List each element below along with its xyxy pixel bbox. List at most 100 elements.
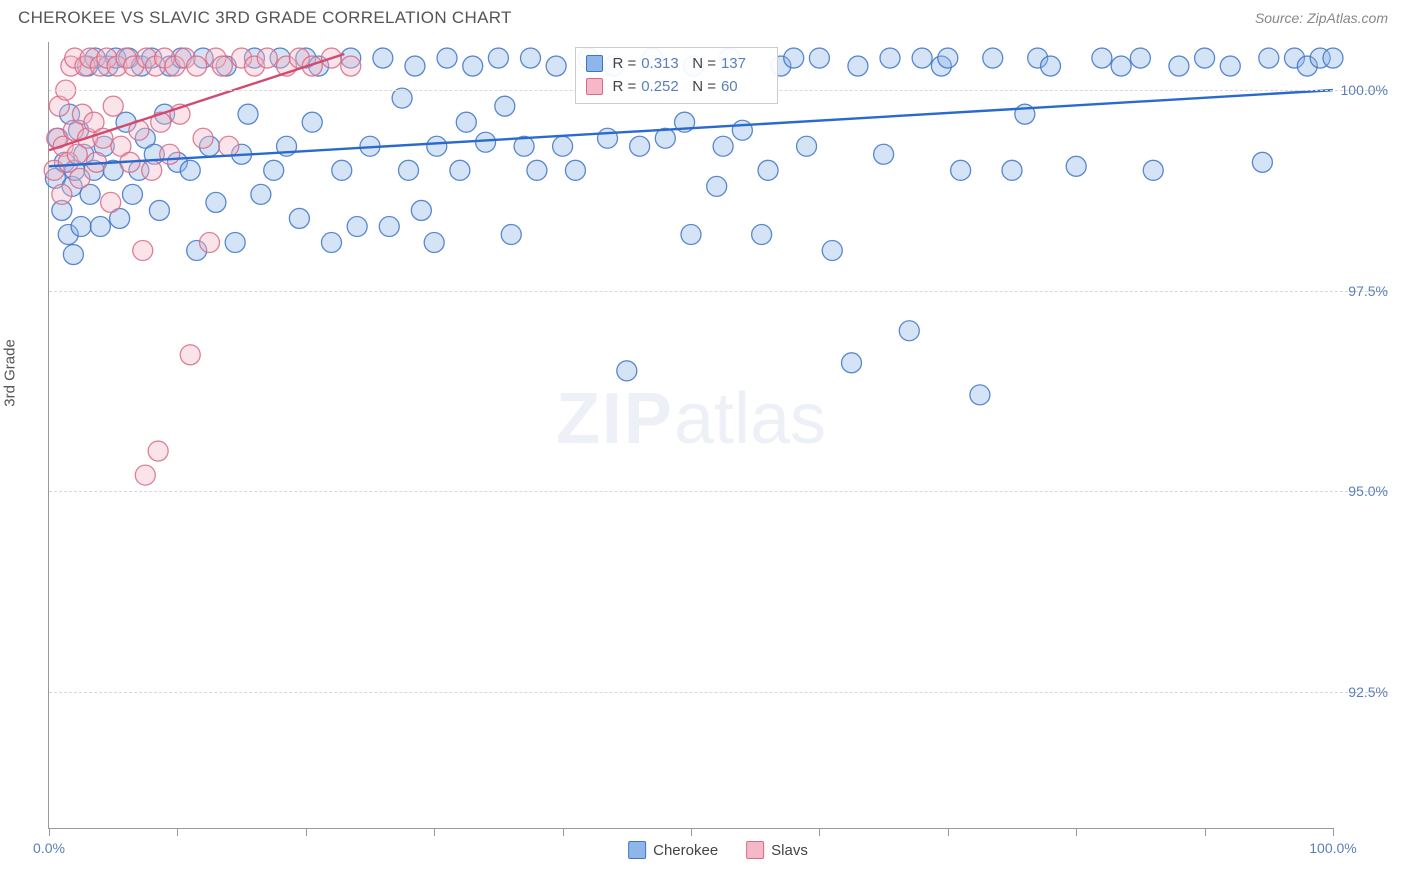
x-tick-label: 100.0% [1309,840,1356,856]
data-point [501,224,521,244]
data-point [225,233,245,253]
x-tick [1333,828,1334,836]
data-point [193,128,213,148]
data-point [951,160,971,180]
data-point [341,56,361,76]
data-point [476,132,496,152]
x-tick [434,828,435,836]
data-point [160,144,180,164]
data-point [553,136,573,156]
stats-row: R =0.252N = 60 [586,75,767,98]
data-point [617,361,637,381]
data-point [1169,56,1189,76]
x-tick [563,828,564,836]
data-point [302,112,322,132]
plot-svg [49,42,1333,828]
x-tick [819,828,820,836]
data-point [347,216,367,236]
data-point [521,48,541,68]
data-point [463,56,483,76]
data-point [399,160,419,180]
stats-row: R =0.313N =137 [586,52,767,75]
x-tick [49,828,50,836]
data-point [713,136,733,156]
data-point [149,200,169,220]
data-point [379,216,399,236]
data-point [784,48,804,68]
chart-title: CHEROKEE VS SLAVIC 3RD GRADE CORRELATION… [18,8,512,28]
data-point [983,48,1003,68]
data-point [71,216,91,236]
stats-r-label: R = [612,75,636,98]
data-point [797,136,817,156]
chart-source: Source: ZipAtlas.com [1255,10,1388,26]
data-point [899,321,919,341]
data-point [598,128,618,148]
data-point [630,136,650,156]
data-point [187,56,207,76]
data-point [842,353,862,373]
stats-r-label: R = [612,52,636,75]
x-tick [1076,828,1077,836]
data-point [1002,160,1022,180]
stats-n-value: 60 [721,75,767,98]
data-point [527,160,547,180]
data-point [142,160,162,180]
gridline [49,291,1388,292]
data-point [437,48,457,68]
x-tick [691,828,692,836]
data-point [70,168,90,188]
data-point [732,120,752,140]
y-tick-label: 100.0% [1335,82,1388,98]
data-point [133,241,153,261]
data-point [1092,48,1112,68]
data-point [848,56,868,76]
data-point [758,160,778,180]
data-point [752,224,772,244]
data-point [707,176,727,196]
data-point [424,233,444,253]
data-point [90,216,110,236]
data-point [52,184,72,204]
data-point [488,48,508,68]
chart-container: 3rd Grade ZIPatlas 92.5%95.0%97.5%100.0%… [48,34,1388,829]
legend-swatch [746,841,764,859]
legend-swatch [628,841,646,859]
data-point [809,48,829,68]
x-tick [177,828,178,836]
data-point [1143,160,1163,180]
data-point [970,385,990,405]
data-point [101,192,121,212]
data-point [63,245,83,265]
y-axis-label: 3rd Grade [2,339,19,407]
data-point [874,144,894,164]
y-tick-label: 95.0% [1342,483,1388,499]
data-point [392,88,412,108]
data-point [938,48,958,68]
data-point [1195,48,1215,68]
data-point [206,192,226,212]
data-point [565,160,585,180]
data-point [546,56,566,76]
chart-header: CHEROKEE VS SLAVIC 3RD GRADE CORRELATION… [0,0,1406,34]
data-point [373,48,393,68]
stats-swatch [586,78,603,95]
data-point [238,104,258,124]
data-point [912,48,932,68]
legend-item: Slavs [746,841,808,859]
data-point [411,200,431,220]
data-point [289,208,309,228]
x-tick-label: 0.0% [33,840,65,856]
data-point [495,96,515,116]
y-tick-label: 97.5% [1342,283,1388,299]
gridline [49,692,1388,693]
data-point [251,184,271,204]
data-point [1066,156,1086,176]
data-point [1259,48,1279,68]
data-point [880,48,900,68]
data-point [180,160,200,180]
x-tick [1205,828,1206,836]
x-tick [306,828,307,836]
stats-r-value: 0.313 [641,52,687,75]
data-point [264,160,284,180]
